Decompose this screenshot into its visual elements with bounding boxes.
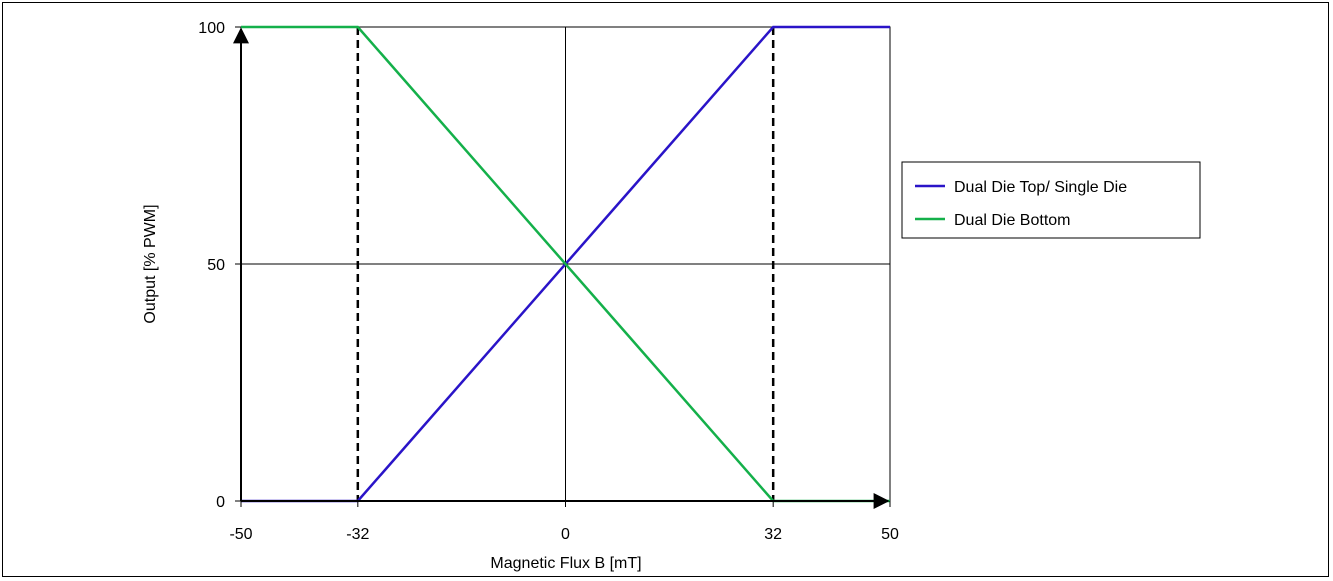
legend-label-bottom: Dual Die Bottom: [954, 212, 1071, 229]
x-tick-label: 32: [764, 526, 782, 543]
legend: Dual Die Top/ Single Die Dual Die Bottom: [901, 161, 1201, 239]
legend-label-top: Dual Die Top/ Single Die: [954, 179, 1127, 196]
x-tick-label: 0: [561, 526, 570, 543]
x-tick-label: 50: [881, 526, 899, 543]
y-tick-label: 50: [207, 257, 225, 274]
y-tick-label: 100: [198, 20, 225, 37]
y-axis-label: Output [% PWM]: [142, 204, 159, 323]
y-tick-label: 0: [216, 494, 225, 511]
x-axis-label: Magnetic Flux B [mT]: [490, 555, 641, 572]
x-tick-label: -32: [346, 526, 369, 543]
legend-box: [901, 161, 1201, 239]
x-tick-label: -50: [229, 526, 252, 543]
